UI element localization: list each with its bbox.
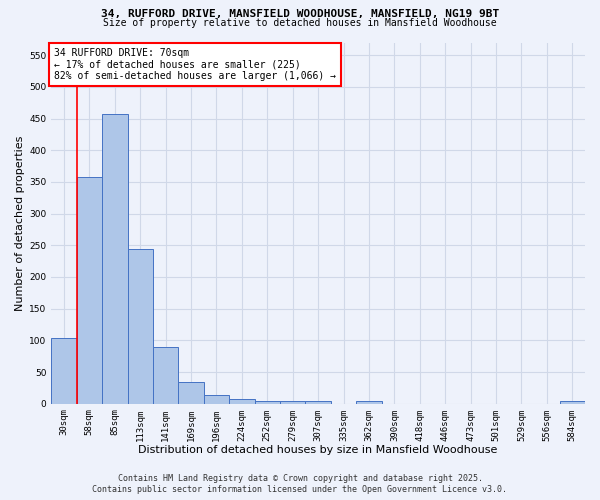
Bar	[356, 400, 382, 404]
Text: 34, RUFFORD DRIVE, MANSFIELD WOODHOUSE, MANSFIELD, NG19 9BT: 34, RUFFORD DRIVE, MANSFIELD WOODHOUSE, …	[101, 9, 499, 19]
Bar	[204, 395, 229, 404]
Bar	[128, 249, 153, 404]
Bar	[102, 114, 128, 404]
Bar	[560, 400, 585, 404]
Text: Size of property relative to detached houses in Mansfield Woodhouse: Size of property relative to detached ho…	[103, 18, 497, 28]
Bar	[77, 178, 102, 404]
Bar	[254, 400, 280, 404]
Bar	[51, 338, 77, 404]
Bar	[305, 400, 331, 404]
Y-axis label: Number of detached properties: Number of detached properties	[15, 136, 25, 311]
Text: Contains HM Land Registry data © Crown copyright and database right 2025.
Contai: Contains HM Land Registry data © Crown c…	[92, 474, 508, 494]
Text: 34 RUFFORD DRIVE: 70sqm
← 17% of detached houses are smaller (225)
82% of semi-d: 34 RUFFORD DRIVE: 70sqm ← 17% of detache…	[54, 48, 336, 81]
Bar	[280, 400, 305, 404]
Bar	[229, 398, 254, 404]
Bar	[178, 382, 204, 404]
X-axis label: Distribution of detached houses by size in Mansfield Woodhouse: Distribution of detached houses by size …	[139, 445, 498, 455]
Bar	[153, 346, 178, 404]
